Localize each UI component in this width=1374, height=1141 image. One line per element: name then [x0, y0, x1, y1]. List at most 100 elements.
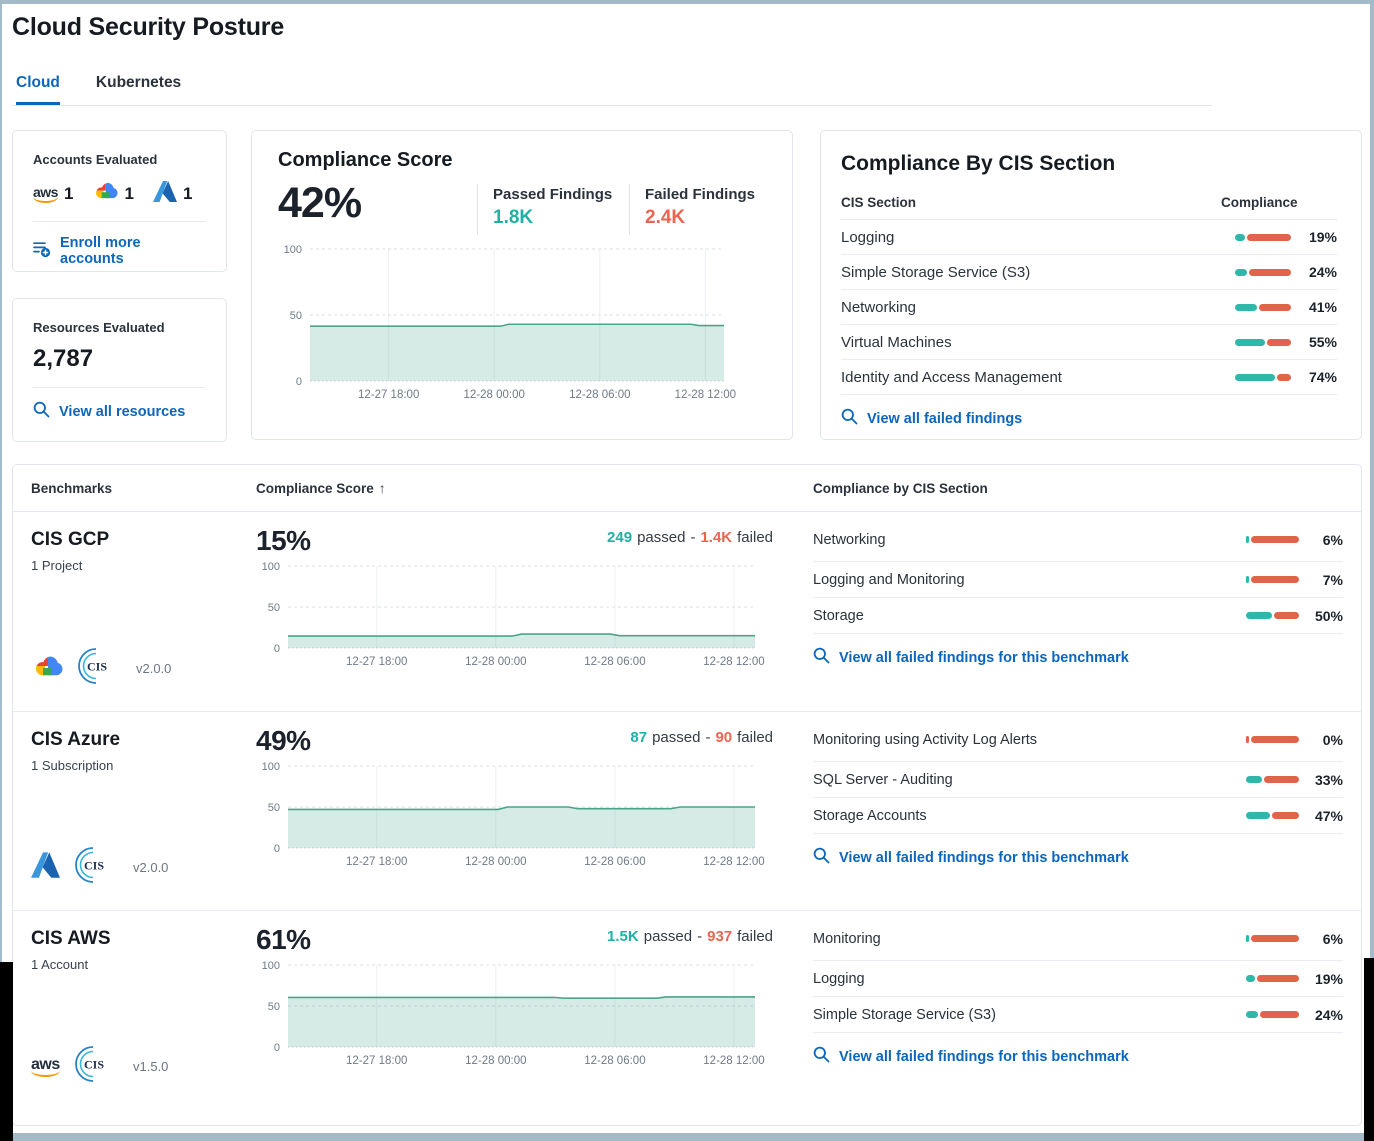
svg-text:0: 0 — [274, 1042, 280, 1054]
svg-text:100: 100 — [284, 244, 302, 256]
failed-findings-value: 2.4K — [645, 207, 686, 228]
compliance-column-header: Compliance — [1221, 195, 1298, 210]
svg-text:12-28 12:00: 12-28 12:00 — [703, 1055, 764, 1067]
benchmark-rows: CIS GCP 1 Project aws — [13, 512, 1361, 1109]
azure-logo-icon — [152, 180, 177, 207]
card-divider — [33, 387, 206, 388]
compliance-bar — [1246, 1011, 1299, 1018]
tab-cloud[interactable]: Cloud — [16, 74, 60, 105]
resources-count: 2,787 — [33, 345, 94, 372]
tab-bar: Cloud Kubernetes — [12, 74, 1362, 105]
aws-logo-icon: aws — [31, 1056, 60, 1077]
failed-bar-segment — [1277, 373, 1291, 381]
compliance-bar — [1235, 338, 1291, 346]
compliance-percentage: 50% — [1314, 607, 1343, 624]
svg-text:50: 50 — [290, 310, 302, 322]
compliance-score-trend-chart: 100 50 0 12-27 18:00 12-28 00:00 12-28 06:00 1… — [278, 241, 766, 405]
benchmark-cis-section-row: Logging and Monitoring 7% — [813, 562, 1343, 598]
cis-section-name: SQL Server - Auditing — [813, 771, 953, 788]
svg-text:CIS: CIS — [87, 660, 107, 674]
failed-bar-segment — [1272, 812, 1299, 819]
passed-word: passed — [637, 529, 686, 546]
failed-bar-segment — [1260, 1011, 1299, 1018]
accounts-evaluated-title: Accounts Evaluated — [33, 152, 158, 167]
svg-text:12-27 18:00: 12-27 18:00 — [346, 856, 407, 868]
failed-bar-segment — [1251, 536, 1299, 543]
tab-kubernetes[interactable]: Kubernetes — [95, 74, 182, 91]
view-all-failed-findings-link[interactable]: View all failed findings — [841, 408, 1337, 430]
search-icon — [33, 401, 50, 423]
svg-text:12-28 12:00: 12-28 12:00 — [675, 389, 736, 401]
view-failed-findings-benchmark-link[interactable]: View all failed findings for this benchm… — [813, 647, 1343, 669]
enroll-more-accounts-link[interactable]: Enroll more accounts — [33, 235, 206, 267]
failed-count: 937 — [707, 928, 733, 945]
resources-evaluated-title: Resources Evaluated — [33, 320, 165, 335]
aws-account-count: aws 1 — [33, 184, 73, 204]
benchmark-compliance-score: 15% — [256, 525, 311, 556]
passed-bar-segment — [1246, 812, 1270, 819]
benchmark-cis-section-row: Networking 6% — [813, 518, 1343, 562]
cis-section-row: Identity and Access Management 74% — [841, 360, 1337, 395]
compliance-bar — [1235, 303, 1291, 311]
svg-text:12-28 00:00: 12-28 00:00 — [465, 856, 526, 868]
benchmark-name: CIS Azure — [31, 729, 121, 750]
compliance-bar — [1246, 776, 1299, 783]
view-failed-findings-benchmark-link[interactable]: View all failed findings for this benchm… — [813, 1046, 1343, 1068]
failed-bar-segment — [1251, 576, 1299, 583]
cis-section-name: Logging — [841, 228, 895, 246]
passed-word: passed — [652, 729, 701, 746]
passed-bar-segment — [1246, 776, 1262, 783]
screen-background-left — [0, 962, 13, 1141]
failed-bar-segment — [1251, 736, 1299, 743]
passed-count: 87 — [630, 729, 648, 746]
compliance-bar — [1246, 975, 1299, 982]
benchmark-row: CIS Azure 1 Subscription aws — [13, 711, 1361, 910]
svg-text:12-28 06:00: 12-28 06:00 — [584, 1055, 645, 1067]
window-frame-right — [1370, 0, 1374, 958]
search-icon — [813, 1046, 830, 1068]
cis-section-name: Storage Accounts — [813, 807, 927, 824]
view-failed-findings-label: View all failed findings for this benchm… — [839, 650, 1129, 666]
window-frame-bottom — [13, 1133, 1364, 1141]
passed-count: 1.5K — [607, 928, 639, 945]
compliance-percentage: 47% — [1314, 807, 1343, 824]
compliance-percentage: 41% — [1308, 299, 1337, 315]
benchmark-name: CIS GCP — [31, 529, 110, 550]
search-icon — [841, 408, 858, 430]
cis-logo-icon: CIS — [73, 845, 113, 890]
compliance-percentage: 24% — [1314, 1006, 1343, 1023]
view-failed-findings-benchmark-link[interactable]: View all failed findings for this benchm… — [813, 847, 1343, 869]
svg-text:12-27 18:00: 12-27 18:00 — [358, 389, 419, 401]
passed-failed-summary: 1.5K passed - 937 failed — [607, 928, 773, 945]
view-resources-label: View all resources — [59, 404, 186, 420]
compliance-bar — [1246, 812, 1299, 819]
cis-section-column-header: CIS Section — [841, 195, 917, 210]
enroll-link-label: Enroll more accounts — [60, 235, 141, 267]
compliance-bar — [1235, 233, 1291, 241]
view-failed-findings-label: View all failed findings for this benchm… — [839, 1049, 1129, 1065]
svg-text:12-28 00:00: 12-28 00:00 — [464, 389, 525, 401]
failed-bar-segment — [1257, 975, 1299, 982]
benchmark-scope: 1 Subscription — [31, 758, 114, 773]
azure-account-count: 1 — [152, 180, 192, 207]
passed-bar-segment — [1235, 303, 1257, 311]
cloud-security-posture-page: Cloud Security Posture Cloud Kubernetes … — [2, 4, 1370, 1126]
benchmark-row: CIS GCP 1 Project aws — [13, 512, 1361, 711]
failed-bar-segment — [1251, 935, 1299, 942]
compliance-score-column-header[interactable]: Compliance Score ↑ — [256, 480, 386, 496]
compliance-score-title: Compliance Score — [278, 149, 453, 171]
passed-bar-segment — [1246, 975, 1255, 982]
benchmark-row: CIS AWS 1 Account aws — [13, 910, 1361, 1109]
cis-section-name: Simple Storage Service (S3) — [841, 263, 1031, 281]
failed-word: failed — [737, 529, 773, 546]
benchmark-version: v2.0.0 — [136, 661, 172, 676]
search-icon — [813, 647, 830, 669]
compliance-score-card: Compliance Score 42% Passed Findings 1.8… — [251, 130, 793, 440]
benchmark-cis-section-row: Monitoring using Activity Log Alerts 0% — [813, 718, 1343, 762]
passed-bar-segment — [1246, 736, 1249, 743]
svg-text:CIS: CIS — [84, 1058, 104, 1072]
svg-text:12-28 12:00: 12-28 12:00 — [703, 856, 764, 868]
benchmark-cis-section-row: Logging 19% — [813, 961, 1343, 997]
benchmark-scope: 1 Account — [31, 957, 89, 972]
view-all-resources-link[interactable]: View all resources — [33, 401, 206, 423]
